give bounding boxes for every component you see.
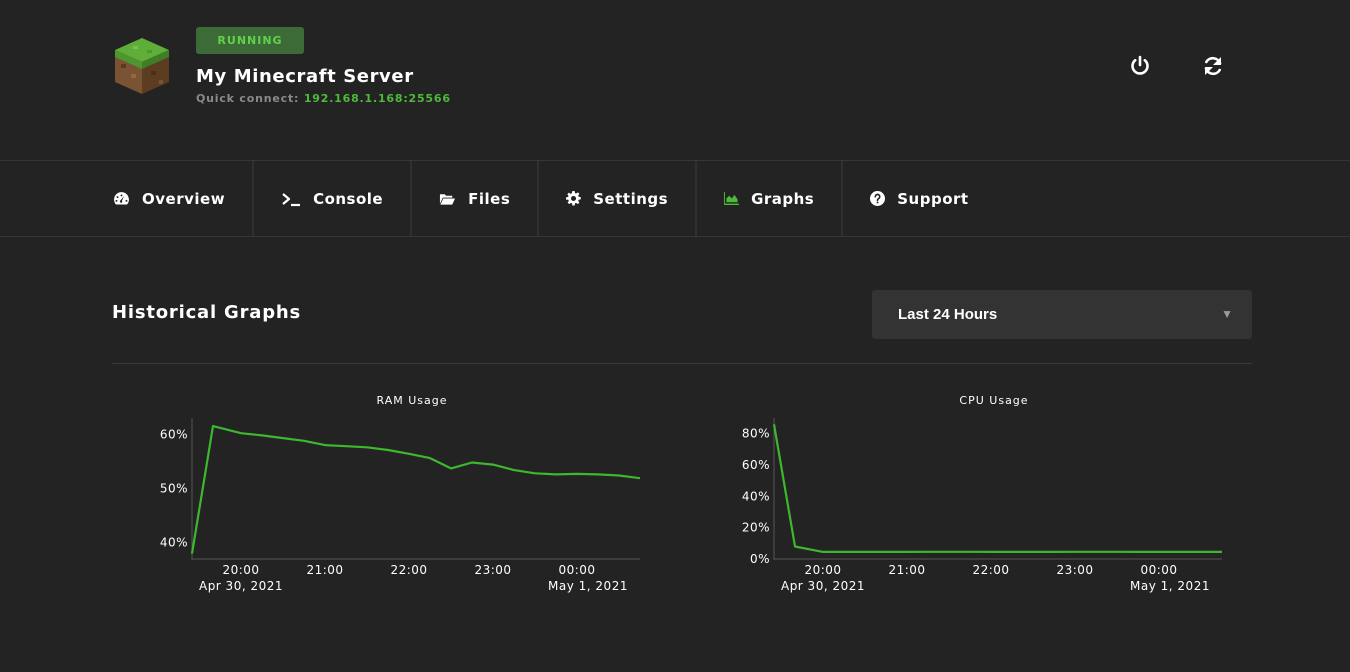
tab-graphs[interactable]: Graphs bbox=[697, 161, 844, 236]
y-tick-label: 60% bbox=[160, 427, 188, 441]
refresh-button[interactable] bbox=[1201, 54, 1225, 78]
ram-usage-chart: RAM Usage 40% 50% 60% 20:00 21:00 22:00 23:00 00… bbox=[150, 385, 670, 609]
power-icon bbox=[1131, 55, 1149, 75]
series-line bbox=[772, 424, 1222, 553]
tab-overview[interactable]: Overview bbox=[0, 161, 255, 236]
x-tick-label: 23:00 bbox=[474, 563, 511, 577]
question-circle-icon bbox=[870, 191, 886, 206]
tab-console[interactable]: Console bbox=[254, 161, 413, 236]
cpu-usage-chart: CPU Usage 0% 20% 40% 60% 80% 20:00 21:00 22:00 23… bbox=[732, 385, 1252, 609]
x-tick-label: 20:00 bbox=[222, 563, 259, 577]
power-button[interactable] bbox=[1128, 54, 1152, 78]
series-line bbox=[190, 424, 641, 554]
tab-label: Support bbox=[897, 189, 969, 208]
tab-support[interactable]: Support bbox=[843, 161, 995, 236]
chart-title: CPU Usage bbox=[959, 394, 1028, 407]
main-nav: Overview Console Files Settings Graphs bbox=[0, 160, 1350, 237]
x-tick-label: 22:00 bbox=[390, 563, 427, 577]
x-tick-label: 00:00 bbox=[1140, 563, 1177, 577]
x-date-label: Apr 30, 2021 bbox=[781, 579, 865, 593]
tab-label: Overview bbox=[142, 189, 226, 208]
x-tick-label: 21:00 bbox=[306, 563, 343, 577]
grass-block-logo bbox=[115, 38, 169, 94]
time-range-select[interactable]: Last 24 Hours ▼ bbox=[872, 290, 1252, 339]
quick-connect-label: Quick connect: bbox=[196, 92, 300, 105]
time-range-value: Last 24 Hours bbox=[898, 306, 998, 323]
tab-label: Files bbox=[468, 189, 511, 208]
y-tick-label: 60% bbox=[742, 458, 770, 472]
x-date-label: May 1, 2021 bbox=[1130, 579, 1210, 593]
y-tick-label: 20% bbox=[742, 521, 770, 535]
y-tick-label: 0% bbox=[750, 552, 770, 566]
gauge-icon bbox=[114, 192, 129, 205]
tab-files[interactable]: Files bbox=[412, 161, 540, 236]
section-divider bbox=[112, 363, 1252, 364]
terminal-icon bbox=[282, 192, 301, 206]
refresh-icon bbox=[1204, 56, 1222, 76]
tab-settings[interactable]: Settings bbox=[539, 161, 698, 236]
area-chart-icon bbox=[724, 192, 739, 205]
tab-label: Console bbox=[313, 189, 384, 208]
x-date-label: May 1, 2021 bbox=[548, 579, 628, 593]
status-badge: RUNNING bbox=[196, 27, 304, 54]
gear-icon bbox=[566, 191, 581, 206]
server-title: My Minecraft Server bbox=[196, 66, 414, 87]
x-tick-label: 20:00 bbox=[804, 563, 841, 577]
server-header: RUNNING My Minecraft Server Quick connec… bbox=[0, 0, 1350, 160]
x-date-label: Apr 30, 2021 bbox=[199, 579, 283, 593]
y-tick-label: 50% bbox=[160, 482, 188, 496]
quick-connect-address[interactable]: 192.168.1.168:25566 bbox=[303, 92, 451, 105]
tab-label: Graphs bbox=[751, 189, 815, 208]
y-tick-label: 40% bbox=[160, 536, 188, 550]
folder-open-icon bbox=[440, 193, 456, 205]
y-tick-label: 80% bbox=[742, 427, 770, 441]
x-tick-label: 22:00 bbox=[972, 563, 1009, 577]
caret-down-icon: ▼ bbox=[1221, 307, 1233, 321]
x-tick-label: 21:00 bbox=[888, 563, 925, 577]
tab-label: Settings bbox=[593, 189, 669, 208]
quick-connect: Quick connect: 192.168.1.168:25566 bbox=[196, 92, 451, 105]
x-tick-label: 00:00 bbox=[558, 563, 595, 577]
x-tick-label: 23:00 bbox=[1056, 563, 1093, 577]
chart-title: RAM Usage bbox=[377, 394, 448, 407]
y-tick-label: 40% bbox=[742, 489, 770, 503]
page-title: Historical Graphs bbox=[112, 302, 302, 323]
